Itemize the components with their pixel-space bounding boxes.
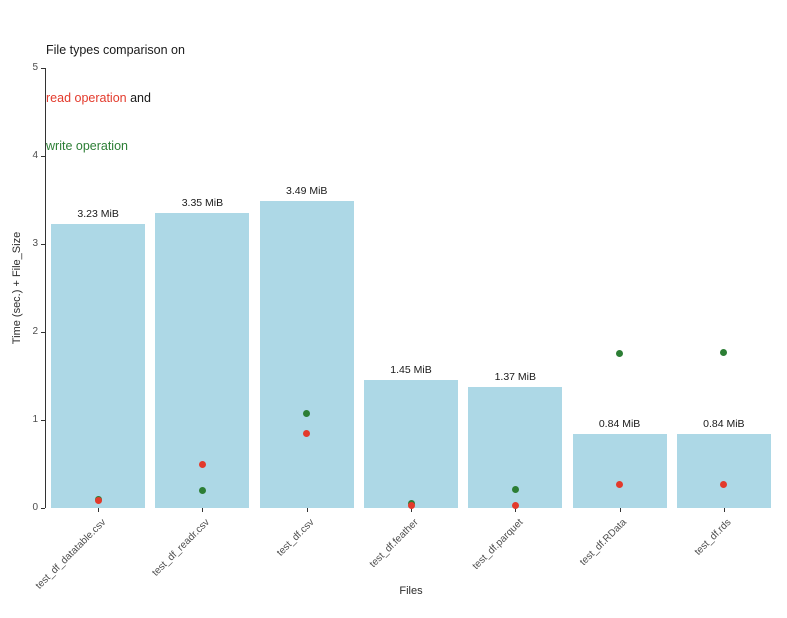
bar — [259, 200, 354, 508]
write-point — [198, 486, 206, 494]
read-point — [198, 460, 206, 468]
bar — [51, 223, 146, 508]
y-tick-label: 3 — [32, 238, 38, 249]
read-point — [407, 501, 415, 509]
bar-label: 3.35 MiB — [181, 197, 224, 210]
y-tick-label: 2 — [32, 326, 38, 337]
bar-label: 3.49 MiB — [285, 184, 328, 197]
write-point — [720, 348, 728, 356]
bar-label: 1.45 MiB — [390, 364, 432, 377]
x-tick — [619, 508, 621, 512]
bar-label: 1.37 MiB — [494, 371, 536, 384]
write-point — [511, 486, 519, 494]
read-point — [720, 480, 728, 488]
bar-label: 3.23 MiB — [77, 207, 119, 220]
read-point — [616, 480, 624, 488]
x-tick — [98, 508, 100, 512]
x-tick — [515, 508, 517, 512]
title-line-2-rest: and — [126, 91, 151, 105]
bar — [155, 213, 250, 508]
y-tick — [41, 420, 45, 421]
x-tick-label: test_df.feather — [367, 517, 421, 570]
y-tick-label: 4 — [32, 150, 38, 161]
y-tick — [41, 508, 45, 509]
bar-label: 0.84 MiB — [703, 418, 745, 431]
x-tick-label: test_df.parquet — [470, 517, 526, 572]
y-axis-line — [45, 68, 46, 508]
x-tick-label: test_df.csv — [274, 517, 317, 559]
read-point — [511, 501, 519, 509]
y-tick — [41, 332, 45, 333]
write-point — [616, 349, 624, 357]
x-tick-label: test_df.rds — [692, 517, 734, 558]
bar-label: 0.84 MiB — [598, 418, 641, 431]
x-tick-label: test_df_readr.csv — [150, 517, 213, 579]
y-tick-label: 5 — [32, 62, 38, 73]
y-tick — [41, 68, 45, 69]
x-tick — [202, 508, 204, 512]
y-tick-label: 1 — [32, 414, 38, 425]
x-tick — [723, 508, 725, 512]
x-axis-label: Files — [399, 585, 423, 597]
x-tick — [306, 508, 308, 512]
read-point — [94, 496, 102, 504]
read-point — [303, 429, 311, 437]
x-tick-label: test_df.RData — [578, 517, 630, 569]
bar — [572, 434, 667, 508]
x-tick — [411, 508, 412, 512]
bar — [364, 380, 458, 508]
title-line-3: write operation — [46, 138, 185, 154]
title-line-1-text: File types comparison on — [46, 43, 185, 57]
title-line-2: read operation and — [46, 90, 185, 106]
chart-title: File types comparison on read operation … — [46, 10, 185, 186]
title-line-1: File types comparison on — [46, 42, 185, 58]
write-operation-text: write operation — [46, 139, 128, 153]
x-tick-label: test_df_datatable.csv — [33, 517, 108, 592]
y-tick — [41, 156, 45, 157]
read-operation-text: read operation — [46, 91, 127, 105]
y-tick-label: 0 — [32, 502, 38, 513]
y-tick — [41, 244, 45, 245]
write-point — [303, 410, 311, 418]
bar — [676, 434, 771, 508]
